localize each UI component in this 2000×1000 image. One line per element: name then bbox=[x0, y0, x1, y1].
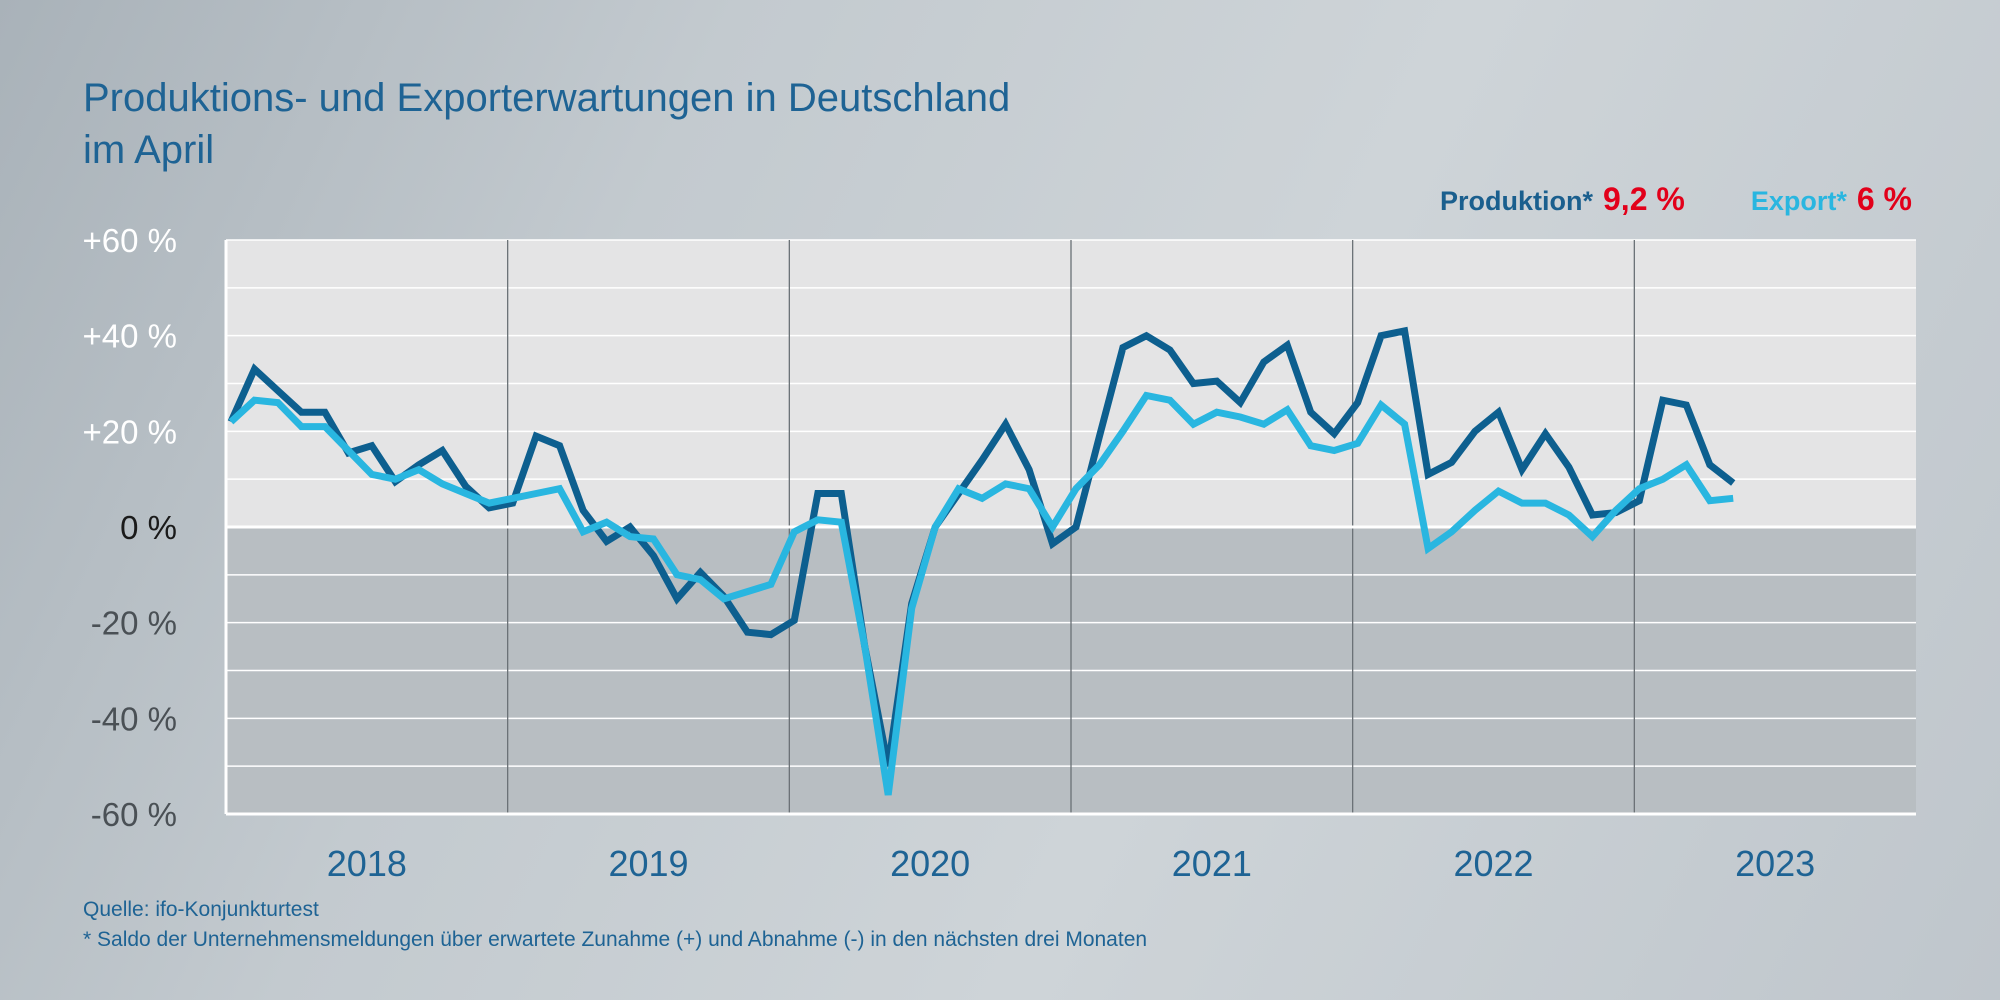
series-export-line bbox=[228, 391, 1734, 796]
chart-legend: Produktion* 9,2 % Export* 6 % bbox=[1440, 181, 1912, 221]
legend-production-label: Produktion* bbox=[1440, 186, 1593, 216]
y-tick-label: +40 % bbox=[83, 318, 178, 355]
chart-title: Produktions- und Exporterwartungen in De… bbox=[83, 72, 1010, 176]
x-tick-label: 2018 bbox=[327, 843, 407, 884]
chart-title-line-1: Produktions- und Exporterwartungen in De… bbox=[83, 76, 1011, 120]
legend-export-value: 6 % bbox=[1856, 181, 1912, 217]
chart-title-line-2: im April bbox=[83, 128, 215, 172]
x-tick-label: 2020 bbox=[890, 843, 970, 884]
y-tick-label: +60 % bbox=[83, 222, 178, 259]
legend-item-production: Produktion* 9,2 % bbox=[1440, 181, 1685, 218]
y-tick-label: 0 % bbox=[120, 509, 177, 546]
footnote-text: * Saldo der Unternehmensmeldungen über e… bbox=[83, 928, 1148, 951]
legend-production-value: 9,2 % bbox=[1603, 181, 1685, 217]
x-axis-year-labels: 2018 2019 2020 2021 2022 2023 bbox=[327, 843, 1815, 884]
data-series bbox=[227, 326, 1736, 796]
y-tick-label: -40 % bbox=[91, 700, 177, 737]
y-axis-tick-labels: +60 % +40 % +20 % 0 % -20 % -40 % -60 % bbox=[83, 222, 178, 833]
x-tick-label: 2019 bbox=[608, 843, 688, 884]
x-tick-label: 2023 bbox=[1735, 843, 1815, 884]
y-tick-label: -20 % bbox=[91, 605, 177, 642]
legend-export-label: Export* bbox=[1750, 186, 1847, 216]
y-tick-label: -60 % bbox=[91, 796, 177, 833]
x-tick-label: 2022 bbox=[1453, 843, 1533, 884]
x-tick-label: 2021 bbox=[1172, 843, 1252, 884]
legend-item-export: Export* 6 % bbox=[1751, 181, 1912, 218]
source-note: Quelle: ifo-Konjunkturtest bbox=[83, 898, 319, 921]
chart-footnote: Quelle: ifo-Konjunkturtest * Saldo der U… bbox=[83, 895, 1147, 955]
y-tick-label: +20 % bbox=[83, 413, 178, 450]
